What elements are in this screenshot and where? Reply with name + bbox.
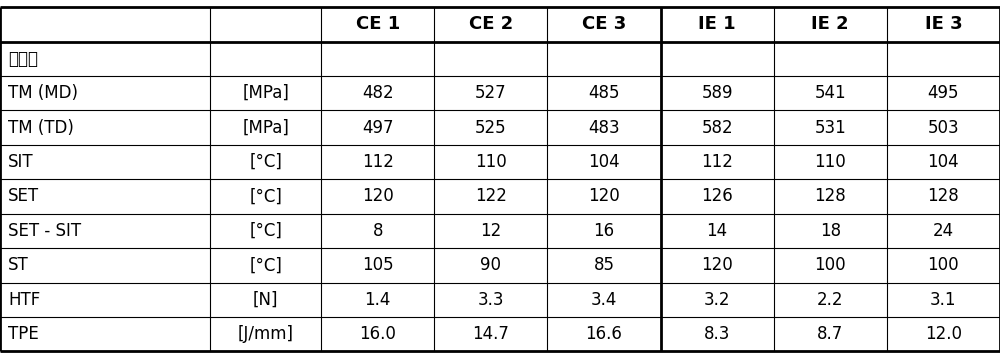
- Text: 终产物: 终产物: [8, 50, 38, 68]
- Text: 126: 126: [701, 187, 733, 206]
- Text: 122: 122: [475, 187, 507, 206]
- Text: 110: 110: [814, 153, 846, 171]
- Text: 18: 18: [820, 222, 841, 240]
- Text: CE 2: CE 2: [469, 15, 513, 33]
- Text: 112: 112: [701, 153, 733, 171]
- Text: [°C]: [°C]: [249, 256, 282, 274]
- Text: 527: 527: [475, 84, 507, 102]
- Text: 482: 482: [362, 84, 394, 102]
- Text: 8: 8: [373, 222, 383, 240]
- Text: 541: 541: [814, 84, 846, 102]
- Text: 12.0: 12.0: [925, 325, 962, 343]
- Text: 85: 85: [594, 256, 615, 274]
- Text: [MPa]: [MPa]: [242, 119, 289, 137]
- Text: 104: 104: [588, 153, 620, 171]
- Text: 12: 12: [480, 222, 502, 240]
- Text: 104: 104: [928, 153, 959, 171]
- Text: 3.4: 3.4: [591, 291, 617, 309]
- Text: 120: 120: [362, 187, 394, 206]
- Text: SET: SET: [8, 187, 39, 206]
- Text: 110: 110: [475, 153, 507, 171]
- Text: 120: 120: [588, 187, 620, 206]
- Text: IE 2: IE 2: [811, 15, 849, 33]
- Text: 16.6: 16.6: [586, 325, 622, 343]
- Text: 90: 90: [480, 256, 501, 274]
- Text: SIT: SIT: [8, 153, 34, 171]
- Text: 100: 100: [814, 256, 846, 274]
- Text: SET - SIT: SET - SIT: [8, 222, 81, 240]
- Text: 483: 483: [588, 119, 620, 137]
- Text: HTF: HTF: [8, 291, 40, 309]
- Text: CE 1: CE 1: [356, 15, 400, 33]
- Text: IE 3: IE 3: [925, 15, 962, 33]
- Text: TM (TD): TM (TD): [8, 119, 74, 137]
- Text: 112: 112: [362, 153, 394, 171]
- Text: [J/mm]: [J/mm]: [238, 325, 294, 343]
- Text: 3.2: 3.2: [704, 291, 730, 309]
- Text: 24: 24: [933, 222, 954, 240]
- Text: CE 3: CE 3: [582, 15, 626, 33]
- Text: 582: 582: [701, 119, 733, 137]
- Text: TM (MD): TM (MD): [8, 84, 78, 102]
- Text: [°C]: [°C]: [249, 187, 282, 206]
- Text: 128: 128: [928, 187, 959, 206]
- Text: 503: 503: [928, 119, 959, 137]
- Text: 2.2: 2.2: [817, 291, 844, 309]
- Text: 1.4: 1.4: [365, 291, 391, 309]
- Text: 16: 16: [593, 222, 615, 240]
- Text: [N]: [N]: [253, 291, 278, 309]
- Text: IE 1: IE 1: [698, 15, 736, 33]
- Text: 100: 100: [928, 256, 959, 274]
- Text: 497: 497: [362, 119, 394, 137]
- Text: 120: 120: [701, 256, 733, 274]
- Text: 8.7: 8.7: [817, 325, 843, 343]
- Text: 531: 531: [814, 119, 846, 137]
- Text: 589: 589: [701, 84, 733, 102]
- Text: [°C]: [°C]: [249, 222, 282, 240]
- Text: ST: ST: [8, 256, 29, 274]
- Text: 525: 525: [475, 119, 507, 137]
- Text: 8.3: 8.3: [704, 325, 730, 343]
- Text: [MPa]: [MPa]: [242, 84, 289, 102]
- Text: 14.7: 14.7: [472, 325, 509, 343]
- Text: 128: 128: [814, 187, 846, 206]
- Text: [°C]: [°C]: [249, 153, 282, 171]
- Text: 485: 485: [588, 84, 620, 102]
- Text: 16.0: 16.0: [359, 325, 396, 343]
- Text: 14: 14: [707, 222, 728, 240]
- Text: 3.3: 3.3: [478, 291, 504, 309]
- Text: 495: 495: [928, 84, 959, 102]
- Text: 105: 105: [362, 256, 394, 274]
- Text: 3.1: 3.1: [930, 291, 957, 309]
- Text: TPE: TPE: [8, 325, 39, 343]
